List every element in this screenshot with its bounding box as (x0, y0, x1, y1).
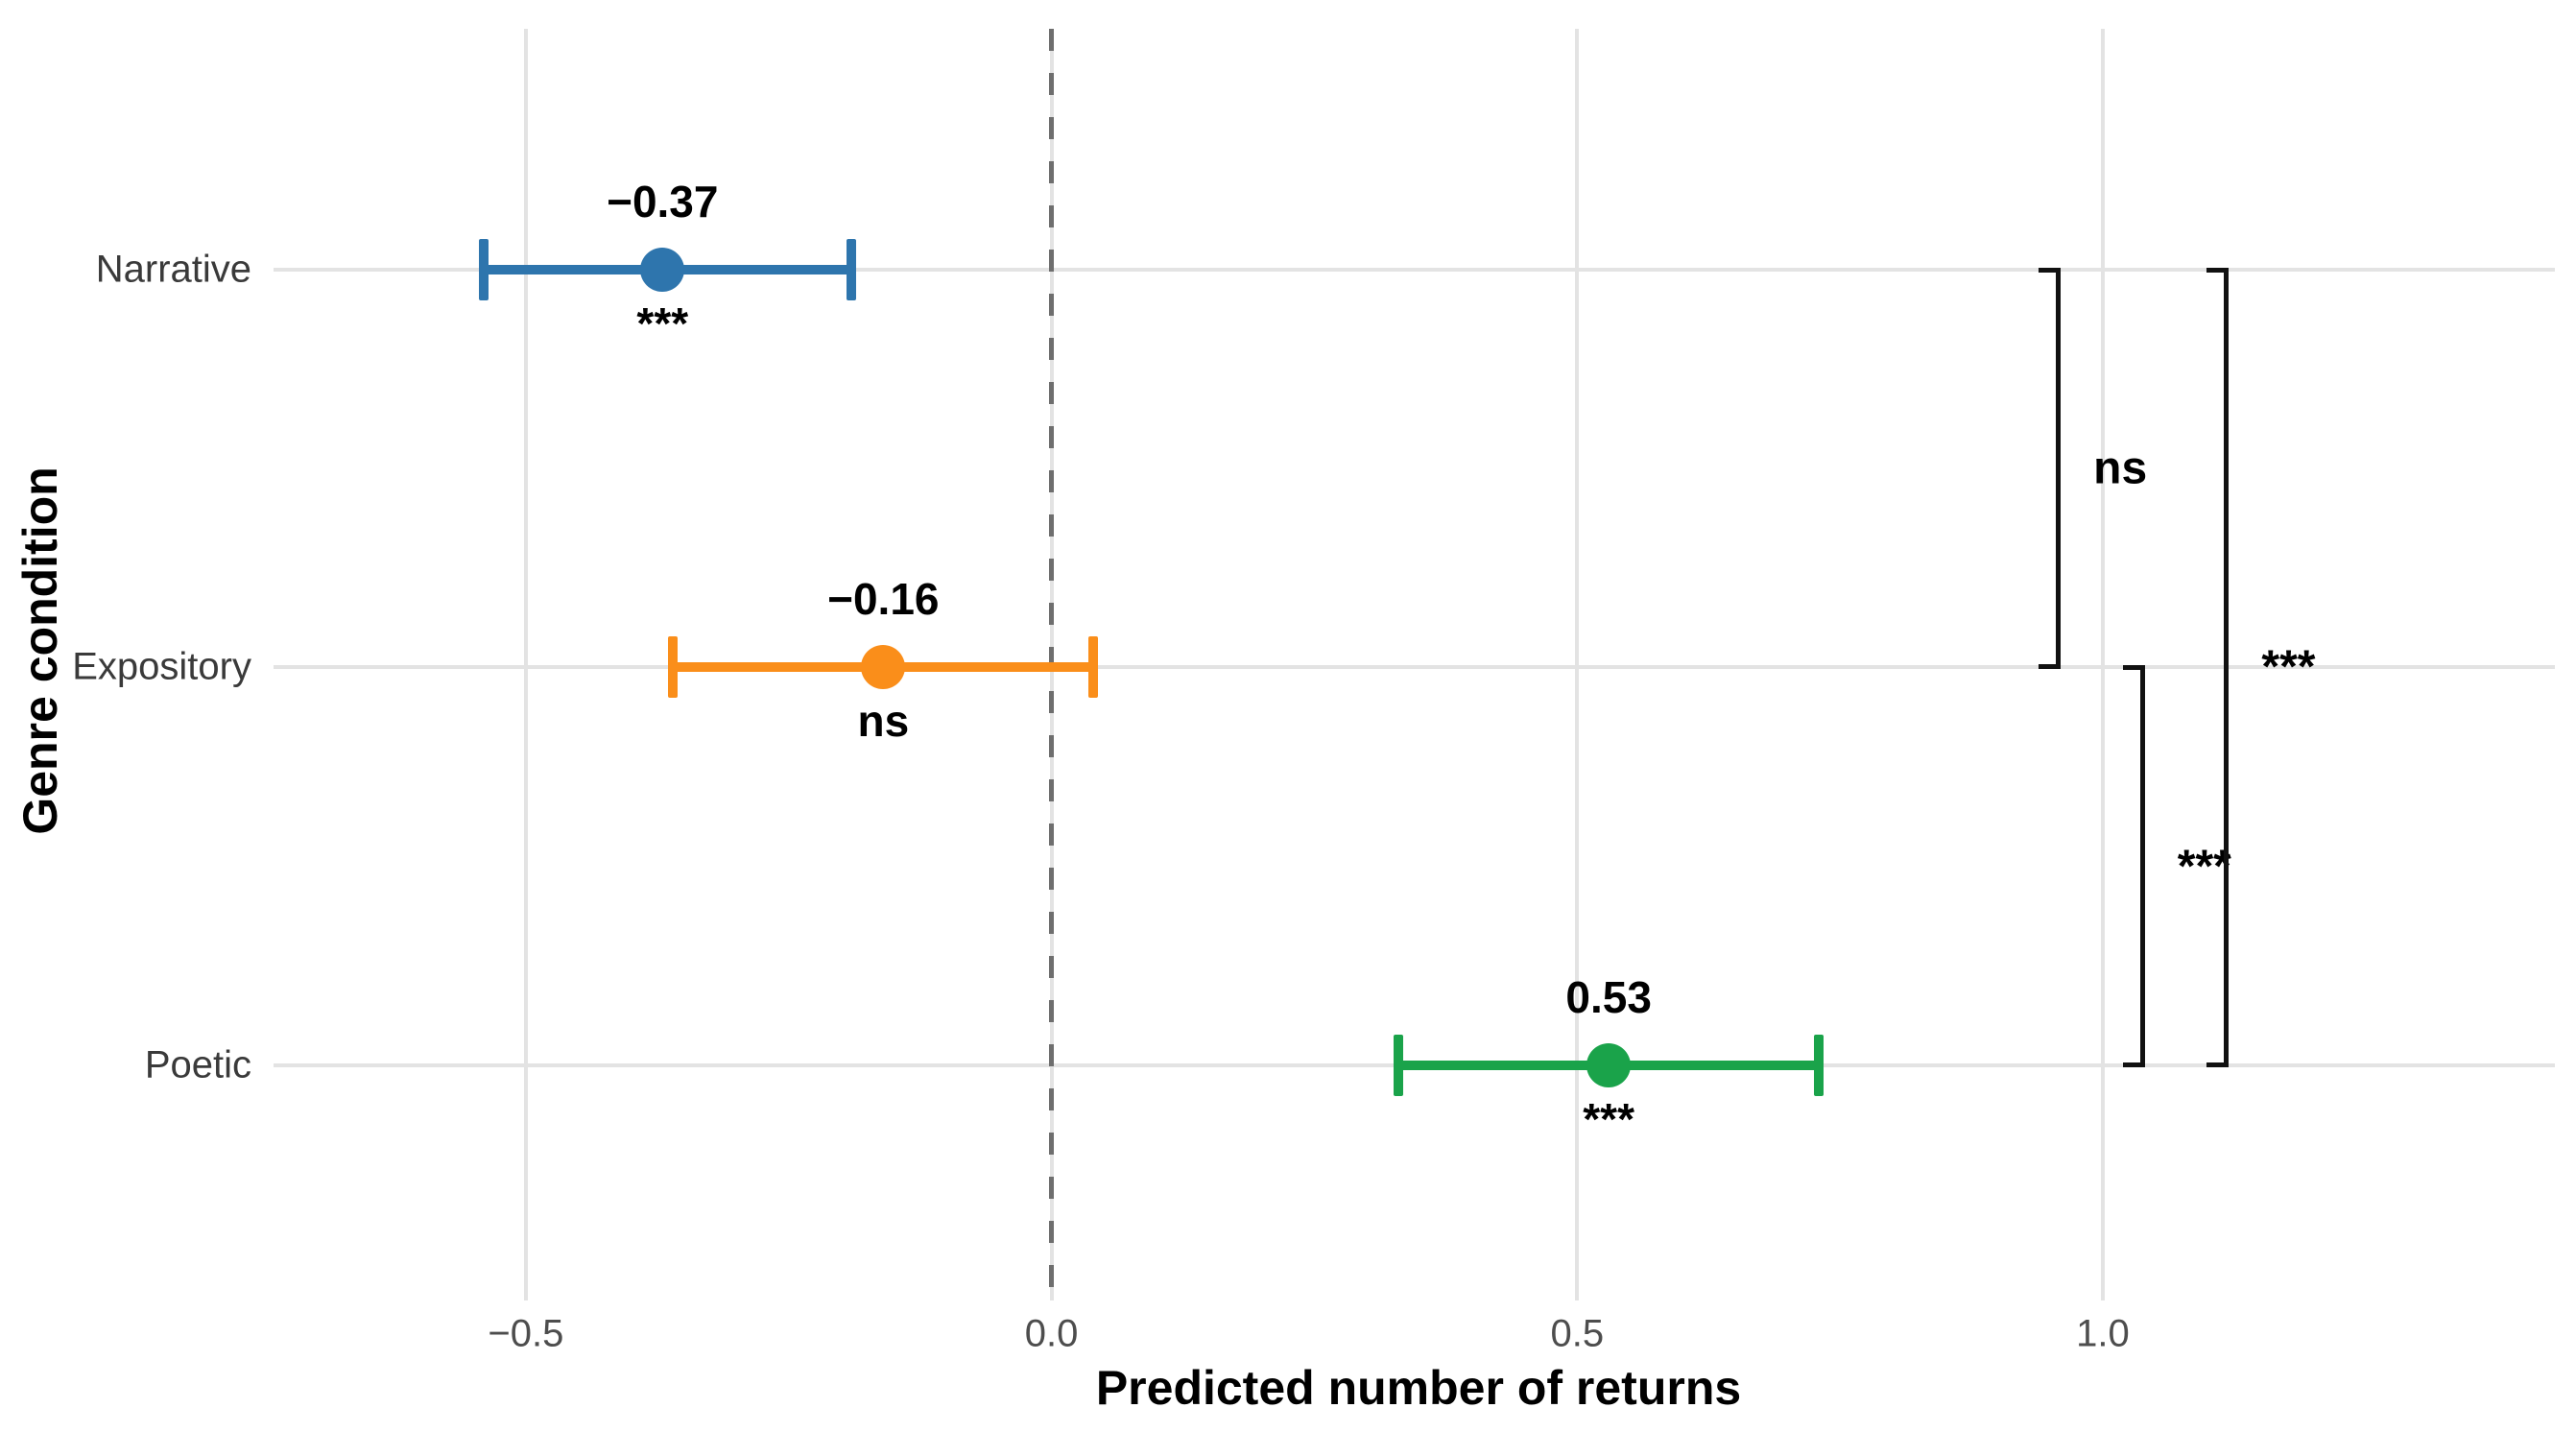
error-bar-cap-right (1814, 1035, 1825, 1096)
y-category-label: Poetic (144, 1043, 251, 1086)
comparison-bracket (2206, 267, 2230, 1067)
error-bar-cap-right (847, 238, 857, 300)
error-bar-cap-left (479, 238, 489, 300)
y-axis-title: Genre condition (13, 466, 67, 835)
y-category-label: Expository (72, 645, 251, 688)
comparison-significance-label: *** (2261, 641, 2316, 693)
x-tick-label: 1.0 (2076, 1312, 2130, 1355)
y-category-label: Narrative (95, 248, 251, 291)
error-bar-cap-left (1394, 1035, 1404, 1096)
estimate-significance-label: ns (857, 696, 910, 747)
estimate-value-label: −0.16 (827, 574, 940, 625)
estimate-significance-label: *** (636, 298, 689, 348)
estimate-point (1586, 1043, 1632, 1087)
y-gridline (274, 267, 2555, 272)
estimate-point (640, 247, 685, 292)
comparison-significance-label: ns (2093, 442, 2148, 494)
error-bar-cap-left (668, 636, 679, 699)
comparison-significance-label: *** (2177, 841, 2231, 892)
estimate-point (861, 645, 906, 690)
x-tick-label: 0.0 (1024, 1312, 1079, 1355)
estimate-value-label: −0.37 (607, 176, 719, 227)
estimate-value-label: 0.53 (1565, 972, 1652, 1022)
x-axis-title: Predicted number of returns (1095, 1361, 1742, 1415)
x-gridline (2100, 29, 2105, 1301)
y-gridline (274, 665, 2555, 670)
estimate-significance-label: *** (1583, 1094, 1634, 1144)
error-bar-cap-right (1088, 636, 1099, 699)
x-gridline (1575, 29, 1580, 1301)
comparison-bracket (2039, 267, 2062, 670)
comparison-bracket (2122, 665, 2145, 1067)
x-tick-label: −0.5 (488, 1312, 564, 1355)
x-gridline (523, 29, 528, 1301)
x-tick-label: 0.5 (1550, 1312, 1605, 1355)
